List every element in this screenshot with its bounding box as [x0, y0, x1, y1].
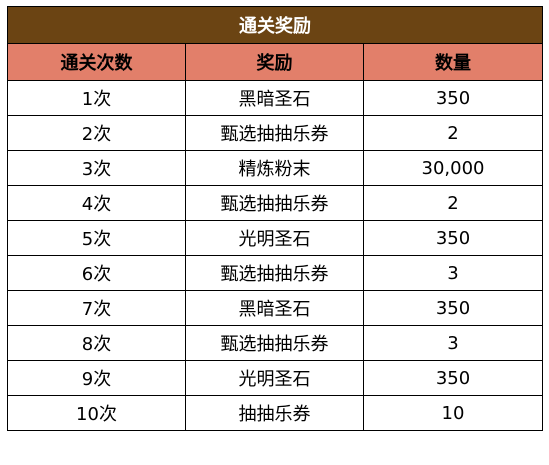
cell-quantity: 10: [362, 395, 544, 431]
cell-reward: 甄选抽抽乐券: [185, 255, 364, 291]
table-row: 9次 光明圣石 350: [7, 360, 544, 396]
table-row: 4次 甄选抽抽乐券 2: [7, 185, 544, 221]
cell-reward: 甄选抽抽乐券: [185, 115, 364, 151]
cell-reward: 抽抽乐券: [185, 395, 364, 431]
table-title: 通关奖励: [6, 6, 544, 44]
cell-quantity: 3: [362, 255, 544, 291]
cell-quantity: 350: [362, 220, 544, 256]
cell-quantity: 30,000: [362, 150, 544, 186]
table-row: 6次 甄选抽抽乐券 3: [7, 255, 544, 291]
cell-clear-count: 5次: [7, 220, 186, 256]
cell-reward: 甄选抽抽乐券: [185, 185, 364, 221]
cell-reward: 光明圣石: [185, 220, 364, 256]
table-row: 8次 甄选抽抽乐券 3: [7, 325, 544, 361]
cell-reward: 黑暗圣石: [185, 290, 364, 326]
cell-clear-count: 3次: [7, 150, 186, 186]
header-clear-count: 通关次数: [7, 43, 186, 81]
cell-clear-count: 4次: [7, 185, 186, 221]
cell-reward: 甄选抽抽乐券: [185, 325, 364, 361]
cell-quantity: 350: [362, 80, 544, 116]
cell-clear-count: 2次: [7, 115, 186, 151]
table-row: 3次 精炼粉末 30,000: [7, 150, 544, 186]
cell-clear-count: 8次: [7, 325, 186, 361]
cell-clear-count: 9次: [7, 360, 186, 396]
cell-clear-count: 6次: [7, 255, 186, 291]
cell-quantity: 350: [362, 360, 544, 396]
title-row: 通关奖励: [6, 6, 544, 44]
table-row: 1次 黑暗圣石 350: [7, 80, 544, 116]
table-row: 10次 抽抽乐券 10: [7, 395, 544, 431]
cell-clear-count: 7次: [7, 290, 186, 326]
cell-clear-count: 10次: [7, 395, 186, 431]
header-reward: 奖励: [185, 43, 364, 81]
header-row: 通关次数 奖励 数量: [7, 43, 544, 81]
table-row: 2次 甄选抽抽乐券 2: [7, 115, 544, 151]
cell-clear-count: 1次: [7, 80, 186, 116]
table-row: 5次 光明圣石 350: [7, 220, 544, 256]
header-quantity: 数量: [362, 43, 544, 81]
table-row: 7次 黑暗圣石 350: [7, 290, 544, 326]
cell-reward: 精炼粉末: [185, 150, 364, 186]
cell-quantity: 350: [362, 290, 544, 326]
cell-quantity: 3: [362, 325, 544, 361]
cell-quantity: 2: [362, 185, 544, 221]
rewards-table: 通关奖励 通关次数 奖励 数量 1次 黑暗圣石 350 2次 甄选抽抽乐券 2 …: [6, 6, 544, 431]
cell-reward: 光明圣石: [185, 360, 364, 396]
cell-reward: 黑暗圣石: [185, 80, 364, 116]
cell-quantity: 2: [362, 115, 544, 151]
